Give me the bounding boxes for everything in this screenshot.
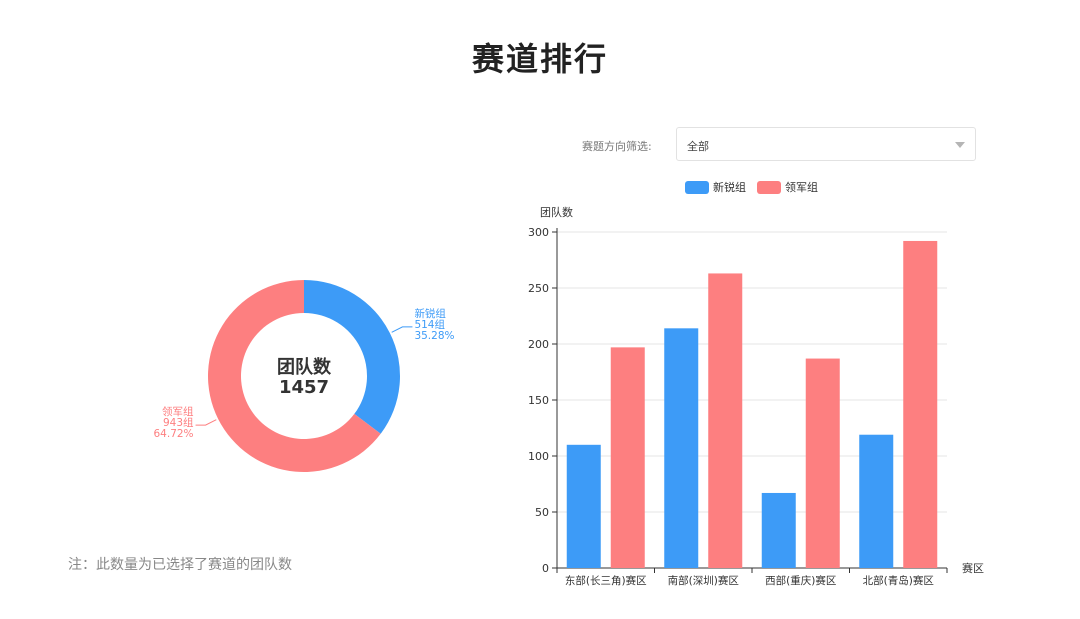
track-filter-select[interactable]: 全部 bbox=[676, 127, 976, 161]
donut-slice bbox=[208, 280, 381, 472]
bar bbox=[708, 273, 743, 568]
y-tick-label: 300 bbox=[528, 226, 549, 239]
y-axis-label: 团队数 bbox=[540, 205, 573, 219]
donut-center-value: 1457 bbox=[279, 377, 329, 398]
x-axis-label: 赛区 bbox=[962, 561, 984, 575]
x-tick-label: 北部(青岛)赛区 bbox=[863, 574, 934, 587]
y-tick-label: 200 bbox=[528, 338, 549, 351]
bar bbox=[805, 358, 840, 568]
legend-label: 新锐组 bbox=[713, 180, 746, 194]
bar bbox=[859, 434, 894, 568]
y-tick-label: 0 bbox=[542, 562, 549, 575]
slice-name-label: 领军组 bbox=[162, 405, 194, 418]
slice-name-label: 新锐组 bbox=[414, 307, 446, 320]
y-tick-label: 100 bbox=[528, 450, 549, 463]
slice-value-label: 943组 bbox=[163, 416, 194, 429]
filter-selected-value: 全部 bbox=[687, 140, 709, 153]
legend-swatch bbox=[757, 181, 781, 194]
legend-swatch bbox=[685, 181, 709, 194]
x-tick-label: 西部(重庆)赛区 bbox=[765, 574, 836, 587]
slice-leader-line bbox=[195, 419, 217, 426]
legend-label: 领军组 bbox=[785, 180, 818, 194]
slice-percent-label: 35.28% bbox=[414, 330, 454, 342]
footnote: 注：此数量为已选择了赛道的团队数 bbox=[68, 557, 292, 573]
donut-slice bbox=[304, 280, 400, 434]
x-tick-label: 东部(长三角)赛区 bbox=[565, 574, 647, 587]
page-title: 赛道排行 bbox=[471, 40, 608, 78]
slice-value-label: 514组 bbox=[414, 318, 445, 331]
bar bbox=[566, 444, 601, 568]
bar bbox=[903, 240, 938, 568]
slice-percent-label: 64.72% bbox=[154, 428, 194, 440]
slice-leader-line bbox=[391, 326, 413, 333]
bar bbox=[664, 328, 699, 568]
x-tick-label: 南部(深圳)赛区 bbox=[668, 574, 739, 587]
filter-label: 赛题方向筛选: bbox=[582, 140, 652, 153]
donut-center-title: 团队数 bbox=[277, 356, 332, 378]
y-tick-label: 150 bbox=[528, 394, 549, 407]
y-tick-label: 250 bbox=[528, 282, 549, 295]
y-tick-label: 50 bbox=[535, 506, 549, 519]
chevron-down-icon[interactable] bbox=[955, 142, 965, 148]
bar bbox=[761, 492, 796, 568]
bar bbox=[610, 347, 645, 568]
